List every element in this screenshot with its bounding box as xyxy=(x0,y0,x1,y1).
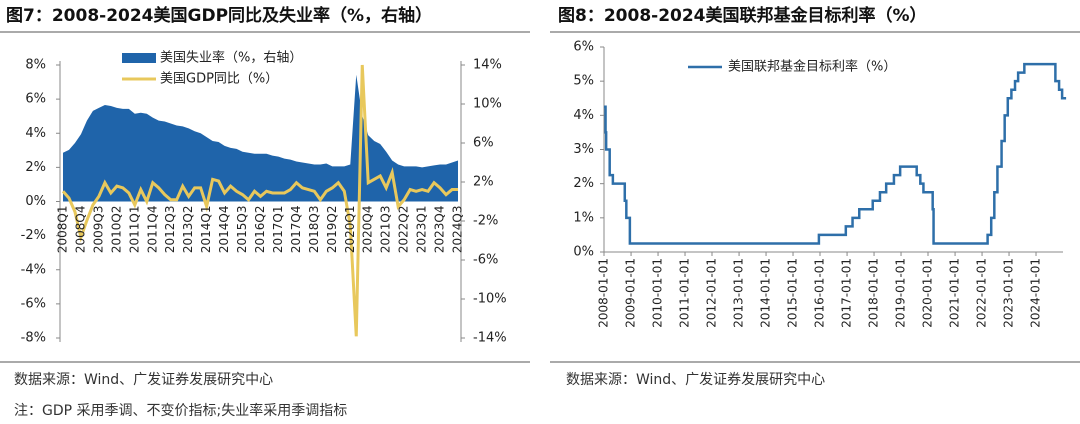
y2-tick-label: -6% xyxy=(473,253,498,268)
x-tick-label: 2008Q1 xyxy=(55,206,69,254)
line xyxy=(604,62,1067,245)
legend-label: 美国联邦基金目标利率（%） xyxy=(728,59,896,75)
x-tick-label: 2011Q1 xyxy=(127,206,141,254)
x-tick-label: 2023Q1 xyxy=(415,206,429,254)
y-tick-label: -2% xyxy=(21,228,46,243)
x-tick-label: 2011-01-01 xyxy=(678,258,692,328)
x-tick-label: 2020-01-01 xyxy=(921,258,935,328)
y2-tick-label: -10% xyxy=(473,292,507,307)
y-tick-label: 6% xyxy=(573,40,594,55)
x-tick-label: 2024-01-01 xyxy=(1029,258,1043,328)
x-tick-label: 2016-01-01 xyxy=(813,258,827,328)
x-tick-label: 2018Q3 xyxy=(307,206,321,254)
y2-tick-label: 14% xyxy=(473,58,502,73)
x-tick-label: 2014Q1 xyxy=(199,206,213,254)
x-tick-label: 2017Q1 xyxy=(271,206,285,254)
x-tick-label: 2017-01-01 xyxy=(840,258,854,328)
x-tick-label: 2019Q2 xyxy=(325,206,339,254)
x-tick-label: 2013-01-01 xyxy=(732,258,746,328)
x-tick-label: 2016Q2 xyxy=(253,206,267,254)
y-tick-label: 2% xyxy=(573,176,594,191)
x-tick-label: 2010Q2 xyxy=(109,206,123,254)
y-tick-label: 5% xyxy=(573,74,594,89)
y-tick-label: 2% xyxy=(25,160,46,175)
x-tick-label: 2020Q1 xyxy=(343,206,357,254)
chart-title: 图7：2008-2024美国GDP同比及失业率（%，右轴） xyxy=(6,5,432,26)
y-tick-label: 4% xyxy=(25,126,46,141)
x-tick-label: 2021-01-01 xyxy=(948,258,962,328)
x-tick-label: 2020Q4 xyxy=(361,206,375,254)
y2-tick-label: 2% xyxy=(473,175,494,190)
x-tick-label: 2009Q3 xyxy=(91,206,105,254)
source: 数据来源：Wind、广发证券发展研究中心 xyxy=(14,372,273,388)
legend-label: 美国失业率（%，右轴） xyxy=(160,50,302,66)
x-tick-label: 2010-01-01 xyxy=(651,258,665,328)
y2-tick-label: 10% xyxy=(473,97,502,112)
y-tick-label: 0% xyxy=(573,245,594,260)
x-tick-label: 2015-01-01 xyxy=(786,258,800,328)
x-tick-label: 2017Q4 xyxy=(289,206,303,254)
y-tick-label: -4% xyxy=(21,262,46,277)
x-tick-label: 2013Q2 xyxy=(181,206,195,254)
y-tick-label: 1% xyxy=(573,210,594,225)
y2-tick-label: 6% xyxy=(473,136,494,151)
y-tick-label: 0% xyxy=(25,194,46,209)
x-tick-label: 2008Q4 xyxy=(73,206,87,254)
chart-title: 图8：2008-2024美国联邦基金目标利率（%） xyxy=(558,5,927,26)
x-tick-label: 2012-01-01 xyxy=(705,258,719,328)
y-tick-label: 8% xyxy=(25,58,46,73)
x-tick-label: 2015Q3 xyxy=(235,206,249,254)
legend-swatch xyxy=(122,53,156,63)
y-tick-label: -8% xyxy=(21,331,46,346)
y-tick-label: 4% xyxy=(573,108,594,123)
x-tick-label: 2011Q4 xyxy=(145,206,159,254)
x-tick-label: 2024Q3 xyxy=(451,206,465,254)
y2-tick-label: -2% xyxy=(473,214,498,229)
source: 数据来源：Wind、广发证券发展研究中心 xyxy=(566,372,825,388)
y-tick-label: 6% xyxy=(25,92,46,107)
x-tick-label: 2022-01-01 xyxy=(975,258,989,328)
legend-label: 美国GDP同比（%） xyxy=(160,72,278,87)
x-tick-label: 2014-01-01 xyxy=(759,258,773,328)
x-tick-label: 2019-01-01 xyxy=(894,258,908,328)
note: 注：GDP 采用季调、不变价指标;失业率采用季调指标 xyxy=(14,402,347,419)
x-tick-label: 2012Q3 xyxy=(163,206,177,254)
x-tick-label: 2009-01-01 xyxy=(624,258,638,328)
x-tick-label: 2023Q4 xyxy=(433,206,447,254)
y-tick-label: 3% xyxy=(573,142,594,157)
x-tick-label: 2018-01-01 xyxy=(867,258,881,328)
area xyxy=(62,74,459,202)
x-tick-label: 2021Q3 xyxy=(379,206,393,254)
y2-tick-label: -14% xyxy=(473,331,507,346)
x-tick-label: 2008-01-01 xyxy=(597,258,611,328)
y-tick-label: -6% xyxy=(21,296,46,311)
x-tick-label: 2022Q2 xyxy=(397,206,411,254)
x-tick-label: 2014Q4 xyxy=(217,205,231,253)
line xyxy=(61,64,459,337)
x-tick-label: 2023-01-01 xyxy=(1002,258,1016,328)
